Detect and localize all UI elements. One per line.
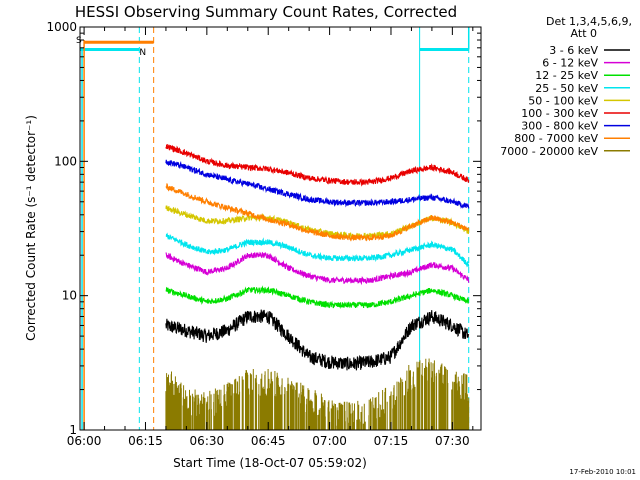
series-line <box>165 183 470 242</box>
x-tick-label: 07:30 <box>435 434 470 448</box>
x-axis-label: Start Time (18-Oct-07 05:59:02) <box>173 456 367 470</box>
series-line <box>165 285 470 309</box>
plot-area: SN <box>76 27 470 430</box>
series-300-800-kev <box>165 159 470 209</box>
legend-header-line-2: Att 0 <box>571 27 597 40</box>
y-tick-label: 1000 <box>46 20 77 34</box>
series-line <box>165 144 470 187</box>
series-12-25-kev <box>165 285 470 309</box>
x-tick-label: 06:30 <box>190 434 225 448</box>
marker-label: N <box>139 48 146 58</box>
legend-label: 800 - 7000 keV <box>514 132 598 145</box>
legend-header-line-1: Det 1,3,4,5,6,9, <box>546 15 632 28</box>
y-axis-label: Corrected Count Rate (s⁻¹ detector⁻¹) <box>24 115 38 341</box>
x-tick-label: 07:15 <box>374 434 409 448</box>
legend-label: 6 - 12 keV <box>542 57 598 70</box>
legend-label: 50 - 100 keV <box>528 94 598 107</box>
series-line <box>165 159 470 209</box>
chart-title: HESSI Observing Summary Count Rates, Cor… <box>75 3 457 21</box>
axes: 1 10 100 1000 06:00 06:15 06:30 06:45 07:00 07:15… <box>46 20 482 448</box>
series-line <box>165 358 470 430</box>
legend-label: 25 - 50 keV <box>535 82 598 95</box>
x-tick-label: 06:45 <box>251 434 286 448</box>
series-line <box>165 232 470 268</box>
legend-label: 300 - 800 keV <box>521 120 598 133</box>
series-25-50-kev <box>165 232 470 268</box>
series-line <box>165 309 470 371</box>
y-tick-label: 1 <box>69 423 77 437</box>
series-6-12-kev <box>165 251 470 286</box>
marker-label: S <box>76 36 82 46</box>
x-tick-label: 06:00 <box>67 434 102 448</box>
legend-label: 3 - 6 keV <box>549 44 598 57</box>
legend-label: 12 - 25 keV <box>535 69 598 82</box>
x-tick-label: 06:15 <box>128 434 163 448</box>
series-800-7000-kev <box>165 183 470 242</box>
x-tick-label: 07:00 <box>312 434 347 448</box>
y-tick-label: 100 <box>54 154 77 168</box>
series-7000-20000-kev <box>165 358 470 430</box>
timestamp: 17-Feb-2010 10:01 <box>569 468 636 476</box>
series-3-6-kev <box>165 309 470 371</box>
series-100-300-kev <box>165 144 470 187</box>
series-line <box>165 251 470 286</box>
legend-label: 7000 - 20000 keV <box>500 145 598 158</box>
y-tick-label: 10 <box>62 289 77 303</box>
legend-label: 100 - 300 keV <box>521 107 598 120</box>
plot-frame <box>79 26 482 431</box>
